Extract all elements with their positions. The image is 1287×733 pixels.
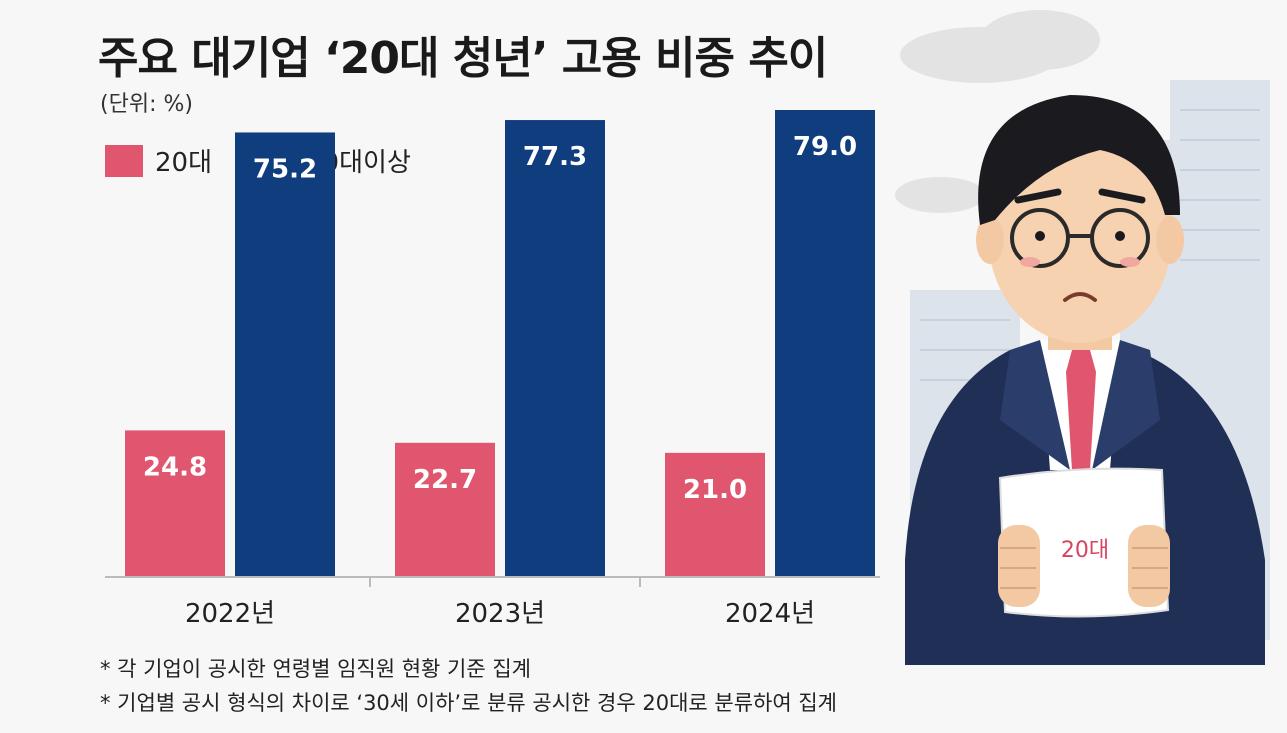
footnote-1: * 각 기업이 공시한 연령별 임직원 현황 기준 집계 bbox=[100, 657, 531, 681]
x-tick-label-1: 2022년 bbox=[185, 599, 275, 629]
hand-right bbox=[1128, 525, 1170, 607]
eye-right bbox=[1115, 231, 1125, 241]
data-label-20-3: 21.0 bbox=[683, 475, 747, 505]
footnote-2: * 기업별 공시 형식의 차이로 ‘30세 이하’로 분류 공시한 경우 20대… bbox=[100, 691, 837, 715]
unit-label: (단위: %) bbox=[100, 92, 193, 117]
chart-title: 주요 대기업 ‘20대 청년’ 고용 비중 추이 bbox=[98, 33, 828, 84]
bar-chart: 24.8 75.2 22.7 77.3 21.0 79.0 bbox=[125, 110, 875, 577]
data-label-20-2: 22.7 bbox=[413, 465, 477, 495]
hair bbox=[978, 95, 1180, 225]
x-tick-label-2: 2023년 bbox=[455, 599, 545, 629]
legend-swatch-20 bbox=[105, 144, 143, 177]
ear-right bbox=[1156, 216, 1184, 264]
bar-20-2 bbox=[395, 442, 495, 577]
eyebrow-left bbox=[1014, 188, 1062, 204]
cheek-left bbox=[1020, 257, 1040, 267]
x-axis-ticks bbox=[369, 577, 641, 587]
eyebrow-right bbox=[1098, 188, 1146, 204]
mouth bbox=[1063, 292, 1097, 302]
lapel-right bbox=[1092, 340, 1160, 470]
finger-lines bbox=[1000, 547, 1168, 589]
hand-left bbox=[998, 525, 1040, 607]
data-label-30-1: 75.2 bbox=[253, 154, 317, 184]
data-label-30-2: 77.3 bbox=[523, 142, 587, 172]
bar-20-1 bbox=[125, 430, 225, 577]
businessman-illustration: 20대 bbox=[905, 95, 1265, 665]
bar-30-2 bbox=[505, 120, 605, 577]
paper-text: 20대 bbox=[1061, 538, 1109, 563]
necktie bbox=[1066, 350, 1096, 470]
eye-left bbox=[1035, 231, 1045, 241]
cheek-right bbox=[1120, 257, 1140, 267]
x-axis-labels: 2022년 2023년 2024년 bbox=[185, 599, 815, 629]
bar-20-3 bbox=[665, 452, 765, 577]
cloud-decoration bbox=[895, 10, 1100, 213]
glasses-icon bbox=[1010, 208, 1150, 268]
footnotes: * 각 기업이 공시한 연령별 임직원 현황 기준 집계 * 기업별 공시 형식… bbox=[100, 652, 837, 720]
legend-item-20: 20대 bbox=[105, 142, 212, 179]
lapel-left bbox=[1000, 340, 1070, 470]
bar-30-3 bbox=[775, 110, 875, 577]
bar-30-1 bbox=[235, 132, 335, 577]
paper-sheet bbox=[998, 467, 1170, 618]
ear-left bbox=[976, 216, 1004, 264]
x-tick-label-3: 2024년 bbox=[725, 599, 815, 629]
data-label-30-3: 79.0 bbox=[793, 132, 857, 162]
data-label-20-1: 24.8 bbox=[143, 452, 207, 482]
legend-label-20: 20대 bbox=[155, 148, 213, 178]
